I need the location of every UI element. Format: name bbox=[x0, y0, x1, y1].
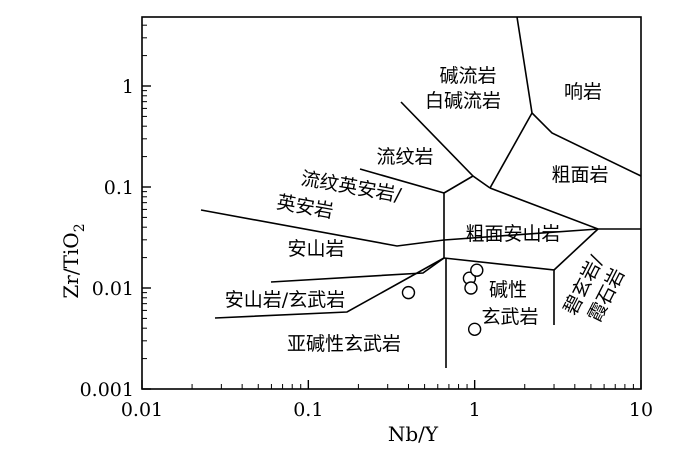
field-boundary-line bbox=[270, 257, 445, 283]
field-boundary-line bbox=[214, 257, 445, 319]
data-point bbox=[470, 263, 484, 277]
field-boundary-line bbox=[200, 209, 445, 247]
y-tick-label: 0.01 bbox=[92, 278, 134, 300]
field-label-comendite-pantellerite: 碱流岩 bbox=[439, 65, 496, 87]
field-label-comendite-pantellerite-2: 白碱流岩 bbox=[425, 90, 501, 112]
y-axis-label: Zr/TiO2 bbox=[59, 223, 88, 298]
field-boundary-line bbox=[553, 228, 599, 271]
x-tick-label: 1 bbox=[469, 399, 481, 421]
data-point bbox=[401, 285, 416, 300]
field-labels: 碱流岩白碱流岩 响岩流纹岩粗面岩流纹英安岩/英安岩粗面安山岩安山岩安山岩/玄武岩碱… bbox=[225, 65, 630, 355]
y-axis-label-main: Zr/TiO bbox=[59, 232, 83, 298]
data-point bbox=[467, 322, 482, 337]
x-tick-label: 10 bbox=[629, 399, 653, 421]
field-label-phonolite: 响岩 bbox=[564, 81, 602, 103]
field-boundaries bbox=[200, 16, 642, 368]
field-label-andesite-basalt: 安山岩/玄武岩 bbox=[225, 289, 345, 311]
x-tick-label: 0.01 bbox=[121, 399, 163, 421]
field-label-andesite: 安山岩 bbox=[287, 238, 344, 260]
y-tick-label: 0.1 bbox=[104, 177, 134, 199]
svg-text:Zr/TiO2: Zr/TiO2 bbox=[59, 223, 88, 298]
field-label-alkali-basalt-1: 碱性 bbox=[489, 279, 527, 301]
field-label-rhyolite: 流纹岩 bbox=[376, 146, 433, 168]
field-label-rhyodacite-dacite-2: 英安岩 bbox=[275, 191, 335, 223]
data-point bbox=[464, 281, 478, 295]
x-tick-label: 0.1 bbox=[293, 399, 323, 421]
field-label-alkali-basalt-2: 玄武岩 bbox=[481, 306, 538, 328]
y-tick-label: 0.001 bbox=[80, 379, 134, 401]
field-boundary-line bbox=[516, 16, 642, 177]
field-label-subalkaline-basalt: 亚碱性玄武岩 bbox=[287, 333, 401, 355]
field-boundary-line bbox=[400, 101, 491, 189]
x-axis-label: Nb/Y bbox=[388, 422, 439, 446]
field-boundary-line bbox=[443, 228, 599, 241]
field-boundary-line bbox=[359, 168, 445, 194]
field-boundary-line bbox=[489, 112, 533, 189]
data-points bbox=[401, 263, 484, 337]
y-axis-label-subscript: 2 bbox=[72, 223, 88, 232]
y-tick-label: 1 bbox=[122, 76, 134, 98]
field-label-trachyandesite: 粗面安山岩 bbox=[465, 223, 560, 245]
field-label-trachyte: 粗面岩 bbox=[551, 164, 608, 186]
